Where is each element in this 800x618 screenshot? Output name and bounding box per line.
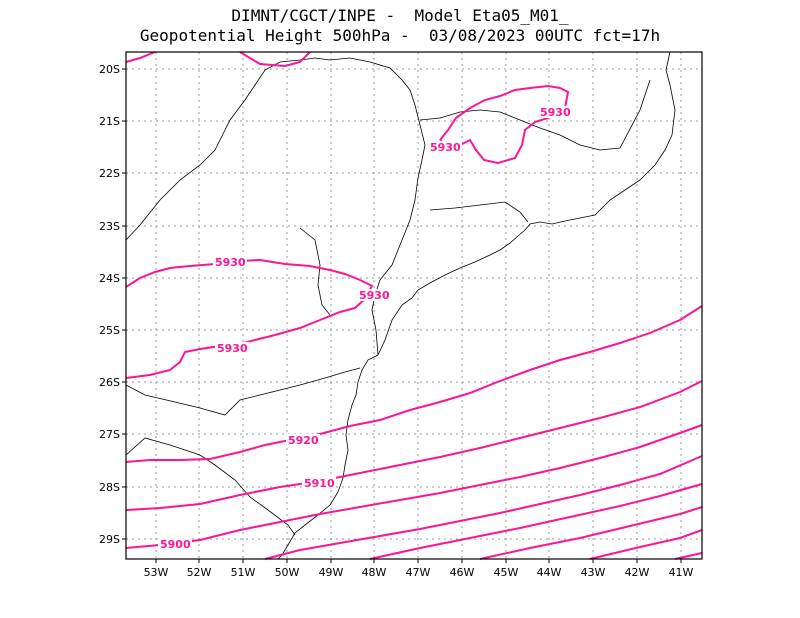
lon-label: 48W bbox=[362, 566, 387, 579]
contour-label-bg bbox=[158, 538, 192, 550]
lat-label: 20S bbox=[99, 63, 120, 76]
contour-label: 5930 bbox=[540, 106, 571, 119]
map-frame bbox=[125, 51, 703, 560]
lat-label: 29S bbox=[99, 533, 120, 546]
height-contours bbox=[125, 51, 703, 560]
axis-ticks bbox=[122, 68, 682, 563]
lon-label: 50W bbox=[275, 566, 300, 579]
contour-line bbox=[479, 506, 703, 560]
contour-line bbox=[264, 455, 703, 560]
lat-lon-grid bbox=[126, 52, 702, 559]
lon-label: 43W bbox=[581, 566, 606, 579]
lon-label: 49W bbox=[319, 566, 344, 579]
lon-label: 42W bbox=[625, 566, 650, 579]
contour-line bbox=[239, 51, 311, 68]
lon-label: 47W bbox=[406, 566, 431, 579]
state-border bbox=[299, 227, 331, 316]
contour-label-bg bbox=[286, 434, 320, 446]
contour-line bbox=[125, 305, 703, 463]
contour-label: 5910 bbox=[304, 477, 335, 490]
contour-line bbox=[125, 51, 156, 63]
coastline-and-borders bbox=[125, 51, 676, 560]
lat-label: 24S bbox=[99, 272, 120, 285]
state-border bbox=[125, 437, 296, 536]
state-border bbox=[125, 57, 426, 356]
lon-label: 44W bbox=[537, 566, 562, 579]
contour-label: 5930 bbox=[430, 141, 461, 154]
lon-label: 53W bbox=[144, 566, 169, 579]
contour-line bbox=[369, 483, 703, 560]
lat-label: 22S bbox=[99, 167, 120, 180]
contour-label-bg bbox=[428, 141, 462, 153]
lat-label: 26S bbox=[99, 376, 120, 389]
contour-label-bg bbox=[213, 256, 247, 268]
lat-label: 21S bbox=[99, 115, 120, 128]
lon-label: 51W bbox=[231, 566, 256, 579]
contour-label: 5900 bbox=[160, 538, 191, 551]
map-title-line1: DIMNT/CGCT/INPE - Model Eta05_M01_ bbox=[231, 6, 569, 25]
lon-label: 52W bbox=[187, 566, 212, 579]
state-border bbox=[429, 201, 529, 223]
lon-label: 41W bbox=[669, 566, 694, 579]
coastline bbox=[277, 354, 379, 560]
contour-label-bg bbox=[302, 477, 336, 489]
lon-labels: 53W 52W 51W 50W 49W 48W 47W 46W 45W 44W … bbox=[144, 566, 694, 579]
contour-label-bg bbox=[215, 342, 249, 354]
contour-label: 5930 bbox=[359, 289, 390, 302]
lat-label: 27S bbox=[99, 428, 120, 441]
contour-label: 5930 bbox=[215, 256, 246, 269]
contour-label-bg bbox=[538, 106, 572, 118]
lon-label: 46W bbox=[450, 566, 475, 579]
contour-label: 5920 bbox=[288, 434, 319, 447]
contour-label: 5930 bbox=[217, 342, 248, 355]
contour-line bbox=[674, 552, 703, 560]
state-border bbox=[419, 79, 651, 151]
contour-line bbox=[589, 529, 703, 560]
lon-label: 45W bbox=[494, 566, 519, 579]
contour-line bbox=[125, 424, 703, 549]
lat-labels: 20S 21S 22S 23S 24S 25S 26S 27S 28S 29S bbox=[99, 63, 120, 546]
state-border bbox=[125, 367, 361, 416]
lat-label: 28S bbox=[99, 481, 120, 494]
contour-line bbox=[125, 380, 703, 511]
lat-label: 23S bbox=[99, 220, 120, 233]
lat-label: 25S bbox=[99, 324, 120, 337]
map-title-line2: Geopotential Height 500hPa - 03/08/2023 … bbox=[139, 26, 661, 45]
contour-label-bg bbox=[357, 289, 391, 301]
contour-labels: 5930 5930 5930 5930 5930 5920 5910 5900 bbox=[158, 106, 572, 551]
coastline bbox=[377, 51, 676, 356]
